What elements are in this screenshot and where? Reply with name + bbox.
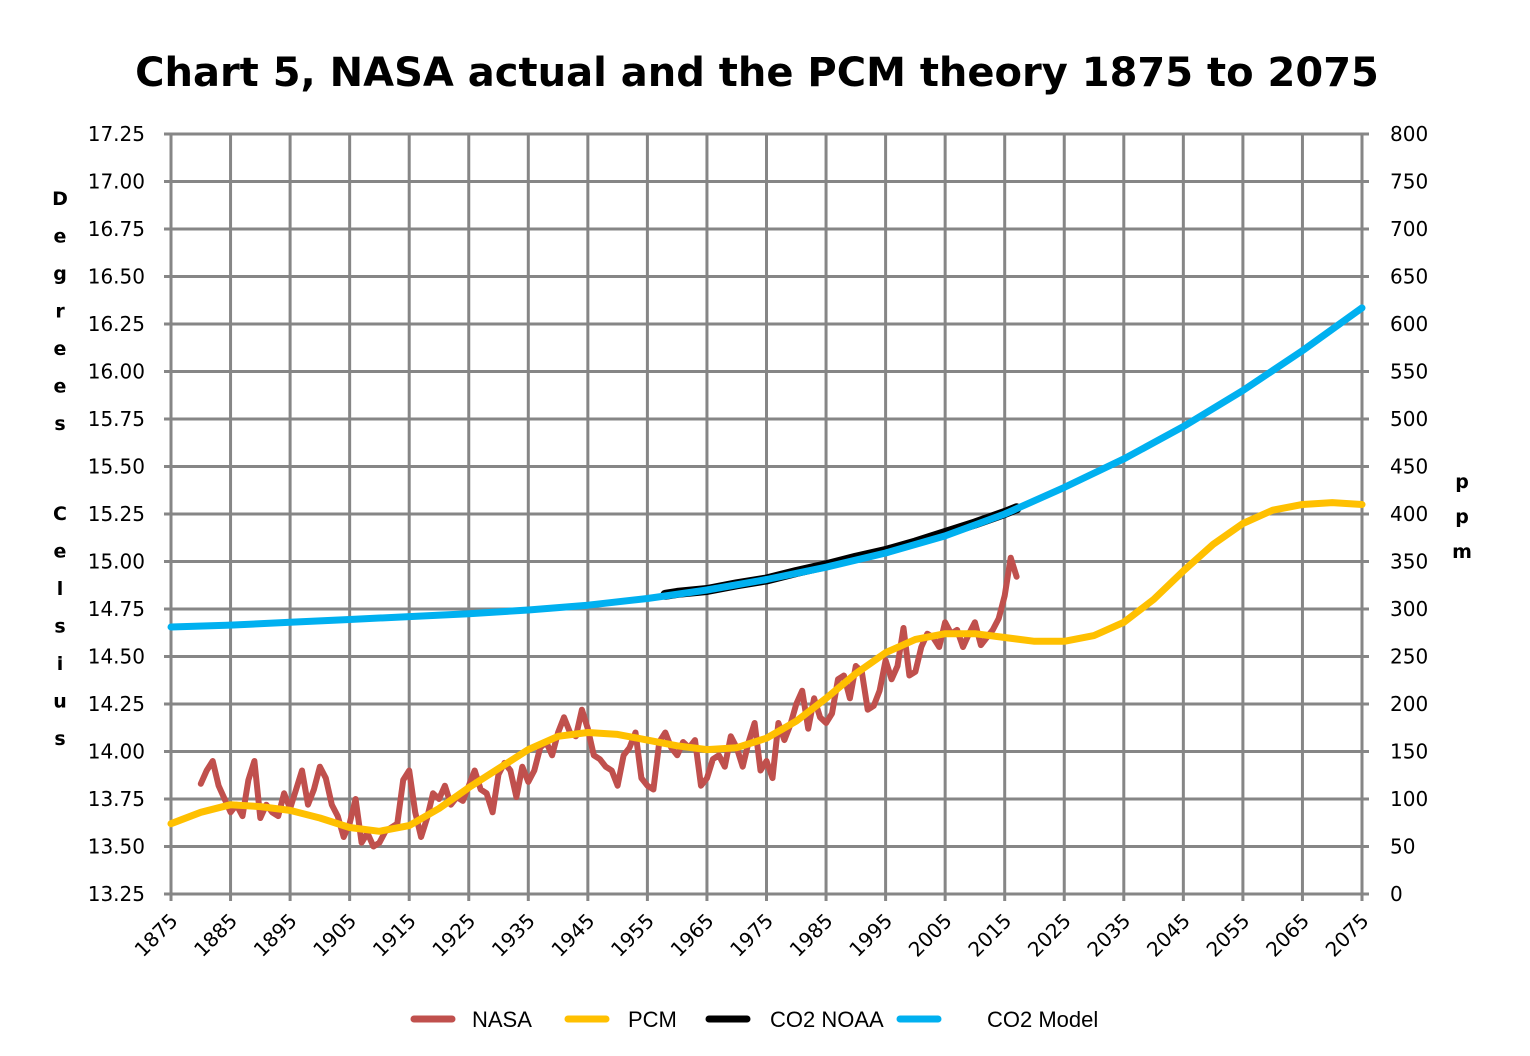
y-tick-label: 15.75: [88, 407, 145, 431]
x-tick-label: 2015: [963, 909, 1016, 962]
y2-tick-label: 0: [1390, 882, 1403, 906]
y-tick-label: 16.00: [88, 360, 145, 384]
y-axis-label-letter: e: [54, 541, 67, 563]
y2-tick-label: 250: [1390, 645, 1428, 669]
y-tick-label: 14.25: [88, 692, 145, 716]
y-axis-label-letter: D: [52, 188, 68, 210]
y-tick-label: 16.25: [88, 312, 145, 336]
y-tick-label: 17.25: [88, 122, 145, 146]
y2-tick-label: 800: [1390, 122, 1428, 146]
x-tick-label: 2065: [1261, 909, 1314, 962]
y-axis-label-right: ppm: [1452, 471, 1472, 563]
legend-item-co2-model: CO2 Model: [896, 1007, 1098, 1032]
y2-axis-label-letter: m: [1452, 541, 1472, 563]
legend-item-co2-noaa: CO2 NOAA: [705, 1007, 884, 1032]
x-tick-label: 2005: [904, 909, 957, 962]
x-tick-label: 2075: [1321, 909, 1374, 962]
y2-tick-label: 750: [1390, 170, 1428, 194]
series-line-co2-noaa: [660, 503, 1022, 600]
y-axis-label-letter: s: [54, 728, 65, 750]
y2-tick-label: 100: [1390, 787, 1428, 811]
grid: [164, 132, 1369, 901]
series-line-nasa: [197, 554, 1020, 850]
x-tick-label: 1955: [606, 909, 659, 962]
y2-axis-label-letter: p: [1455, 506, 1469, 528]
y-tick-label: 14.75: [88, 597, 145, 621]
y-tick-label: 13.50: [88, 835, 145, 859]
y2-tick-label: 600: [1390, 312, 1428, 336]
y-axis-label-letter: i: [57, 653, 64, 675]
x-tick-label: 1915: [368, 909, 421, 962]
x-tick-label: 1885: [189, 909, 242, 962]
y-axis-right: 8007507006506005505004504003503002502001…: [1390, 122, 1428, 906]
y2-tick-label: 700: [1390, 217, 1428, 241]
y-tick-label: 17.00: [88, 170, 145, 194]
x-tick-label: 1965: [666, 909, 719, 962]
y-tick-label: 15.25: [88, 502, 145, 526]
x-tick-label: 1905: [308, 909, 361, 962]
y-tick-label: 13.75: [88, 787, 145, 811]
legend-item-pcm: PCM: [564, 1007, 677, 1032]
legend: NASA PCM CO2 NOAA CO2 Model: [410, 1007, 1098, 1032]
y-axis-label-letter: s: [54, 413, 65, 435]
series-pcm: [167, 499, 1366, 835]
y2-tick-label: 500: [1390, 407, 1428, 431]
y-axis-label-letter: s: [54, 616, 65, 638]
y-tick-label: 14.50: [88, 645, 145, 669]
series-co2-model: [167, 304, 1366, 631]
legend-label: CO2 Model: [987, 1007, 1098, 1032]
legend-label: NASA: [472, 1007, 532, 1032]
series-co2-noaa: [660, 503, 1022, 600]
x-tick-label: 2055: [1201, 909, 1254, 962]
y-axis-label-letter: l: [57, 578, 64, 600]
series: [167, 304, 1366, 850]
x-tick-label: 1985: [785, 909, 838, 962]
y-axis-label-letter: e: [54, 226, 67, 248]
x-tick-label: 1975: [725, 909, 778, 962]
x-tick-label: 1895: [249, 909, 302, 962]
x-tick-label: 2025: [1023, 909, 1076, 962]
x-axis: 1875 1885 1895 1905 1915 1925 1935 1945 1955 1965…: [130, 909, 1374, 962]
y-axis-left: 17.25 17.00 16.75 16.50 16.25 16.00 15.75 15.50…: [88, 122, 145, 906]
y2-tick-label: 150: [1390, 740, 1428, 764]
chart-title: Chart 5, NASA actual and the PCM theory …: [135, 50, 1379, 96]
y2-tick-label: 300: [1390, 597, 1428, 621]
legend-label: CO2 NOAA: [770, 1007, 884, 1032]
y2-tick-label: 650: [1390, 265, 1428, 289]
y-tick-label: 16.50: [88, 265, 145, 289]
x-tick-label: 1875: [130, 909, 183, 962]
x-tick-label: 1995: [844, 909, 897, 962]
x-tick-label: 1925: [427, 909, 480, 962]
x-tick-label: 2045: [1142, 909, 1195, 962]
x-tick-label: 2035: [1082, 909, 1135, 962]
y-axis-label-letter: e: [54, 338, 67, 360]
y-tick-label: 14.00: [88, 740, 145, 764]
y-tick-label: 15.00: [88, 550, 145, 574]
y-axis-label-letter: C: [53, 503, 67, 525]
y2-tick-label: 400: [1390, 502, 1428, 526]
y2-tick-label: 450: [1390, 455, 1428, 479]
y-tick-label: 13.25: [88, 882, 145, 906]
y-tick-label: 16.75: [88, 217, 145, 241]
y2-tick-label: 50: [1390, 835, 1415, 859]
y2-axis-label-letter: p: [1455, 471, 1469, 493]
legend-item-nasa: NASA: [410, 1007, 532, 1032]
y-axis-label-letter: r: [55, 301, 65, 323]
y2-tick-label: 550: [1390, 360, 1428, 384]
y2-tick-label: 200: [1390, 692, 1428, 716]
y-tick-label: 15.50: [88, 455, 145, 479]
x-tick-label: 1945: [546, 909, 599, 962]
y-axis-label-letter: u: [53, 691, 67, 713]
y2-tick-label: 350: [1390, 550, 1428, 574]
x-tick-label: 1935: [487, 909, 540, 962]
y-axis-label-letter: e: [54, 376, 67, 398]
y-axis-label-letter: g: [53, 263, 67, 285]
legend-label: PCM: [628, 1007, 677, 1032]
